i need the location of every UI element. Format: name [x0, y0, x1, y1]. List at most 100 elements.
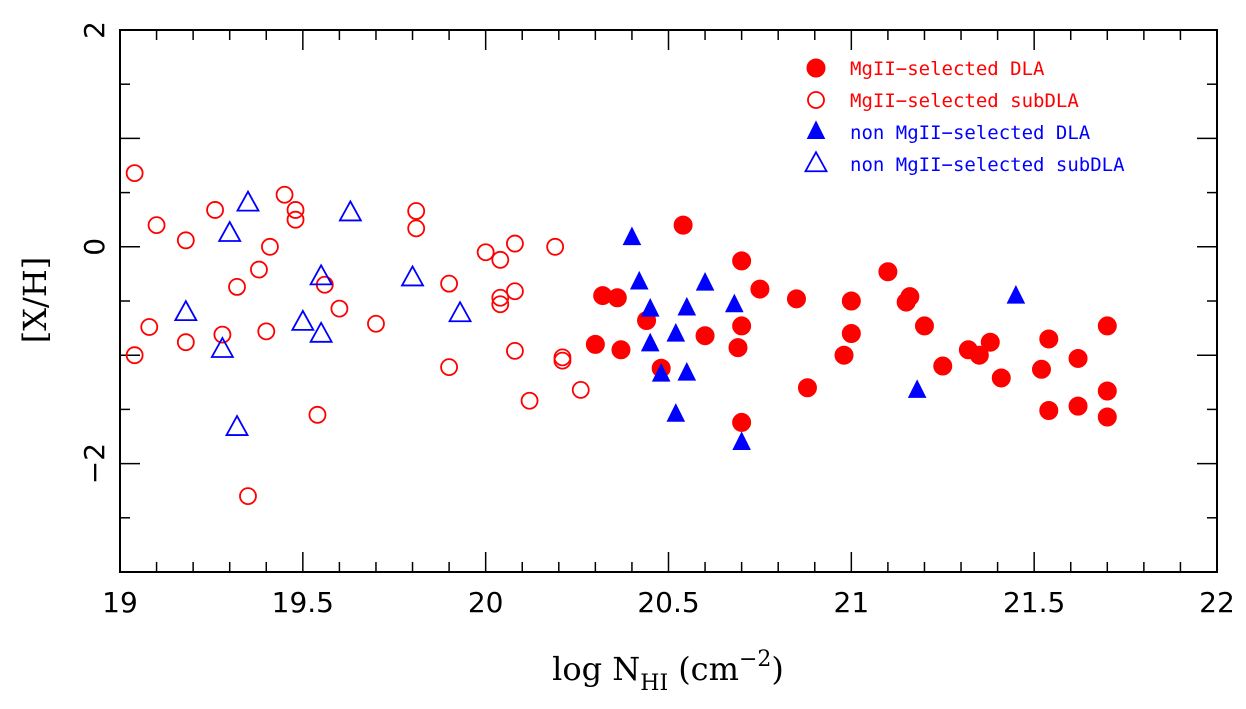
data-point [677, 361, 697, 381]
x-tick-label: 21.5 [1003, 586, 1065, 619]
data-point [980, 332, 1000, 352]
x-axis-label: log NHI (cm−2) [552, 647, 784, 696]
data-point [900, 287, 920, 307]
y-tick-label: 2 [78, 21, 111, 39]
data-point [491, 288, 510, 307]
data-point [1068, 396, 1088, 416]
data-point [673, 215, 693, 235]
data-point [553, 351, 572, 370]
data-point [309, 320, 334, 343]
data-point [290, 309, 315, 331]
data-point [585, 334, 605, 354]
series-2 [622, 226, 1026, 450]
data-point [491, 250, 510, 269]
data-point [750, 279, 770, 299]
data-point [125, 164, 144, 182]
data-point [1039, 329, 1059, 349]
data-point [176, 231, 195, 250]
data-point [629, 270, 649, 290]
data-point [506, 282, 524, 301]
data-point [440, 358, 459, 377]
data-point [286, 210, 305, 229]
data-point [841, 291, 861, 311]
data-point [1006, 285, 1026, 304]
data-point [275, 185, 294, 204]
data-point [732, 251, 752, 271]
series-3 [173, 189, 473, 436]
data-point [338, 199, 363, 222]
data-point [571, 380, 590, 399]
x-axis: 19 19.5 20 20.5 21 21.5 22 [102, 30, 1235, 619]
data-point [622, 226, 642, 246]
data-point [841, 324, 861, 344]
data-point [640, 298, 660, 317]
data-point [1031, 359, 1051, 379]
y-axis: −2 0 2 [78, 21, 1217, 573]
data-point [286, 201, 305, 219]
data-point [125, 346, 144, 365]
data-point [732, 412, 752, 432]
data-point [330, 299, 349, 318]
data-point [666, 322, 686, 342]
legend-label: MgII−selected DLA [850, 58, 1045, 80]
data-point [732, 316, 752, 336]
legend-marker [807, 91, 825, 109]
data-point [878, 262, 898, 282]
data-point [448, 300, 473, 323]
data-point [1068, 348, 1088, 368]
data-point [206, 201, 224, 219]
data-point [991, 368, 1011, 388]
legend-label: non MgII−selected DLA [850, 122, 1091, 144]
data-point [213, 325, 232, 344]
data-point [1097, 381, 1117, 401]
legend-marker [806, 120, 826, 139]
data-point [611, 340, 631, 360]
data-point [797, 378, 817, 398]
data-point [407, 202, 426, 220]
legend-item: MgII−selected DLA [806, 58, 1045, 80]
legend-label: non MgII−selected subDLA [850, 154, 1125, 176]
data-point [239, 487, 257, 506]
data-point [607, 288, 627, 308]
x-axis-label-main: log N [552, 650, 640, 688]
x-axis-label-superscript: −2 [739, 647, 771, 672]
data-point [250, 260, 268, 279]
data-point [367, 314, 385, 333]
data-point [308, 405, 327, 424]
data-point [933, 356, 953, 376]
x-axis-label-close: ) [771, 650, 783, 688]
series-1 [125, 164, 590, 506]
data-point [1097, 407, 1117, 427]
legend-marker [803, 150, 829, 173]
legend: MgII−selected DLA MgII−selected subDLA non… [803, 58, 1125, 176]
data-point [677, 296, 697, 316]
data-point [217, 220, 242, 242]
data-point [546, 237, 565, 256]
y-tick-label: −2 [78, 443, 111, 484]
data-point [176, 333, 195, 352]
data-point [695, 271, 715, 291]
data-point [666, 403, 686, 422]
data-point [476, 243, 495, 262]
legend-item: non MgII−selected DLA [806, 120, 1091, 144]
x-tick-label: 19 [102, 586, 138, 619]
data-point [640, 332, 660, 352]
data-point [309, 263, 334, 286]
data-point [651, 363, 671, 382]
data-point [210, 336, 235, 358]
data-point [695, 326, 715, 346]
data-point [224, 414, 250, 436]
data-point [907, 379, 927, 398]
data-point [506, 341, 524, 360]
data-point [235, 189, 261, 212]
data-point [969, 345, 989, 365]
x-axis-label-unit: (cm [678, 650, 739, 688]
data-point [786, 289, 806, 309]
y-axis-label: [X/H] [16, 257, 54, 343]
legend-item: MgII−selected subDLA [807, 90, 1079, 112]
data-point [1097, 316, 1117, 336]
x-tick-label: 20.5 [637, 586, 699, 619]
data-point [834, 345, 854, 365]
data-point [400, 264, 425, 287]
data-point [173, 299, 198, 322]
